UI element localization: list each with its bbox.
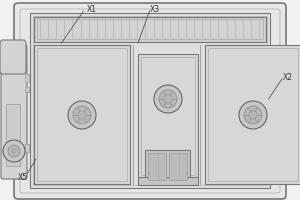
Circle shape bbox=[239, 101, 267, 129]
Bar bbox=[272, 147, 277, 155]
Bar bbox=[33, 17, 267, 185]
FancyBboxPatch shape bbox=[0, 41, 26, 75]
FancyBboxPatch shape bbox=[14, 4, 286, 199]
FancyBboxPatch shape bbox=[1, 46, 27, 179]
Circle shape bbox=[154, 86, 182, 113]
Circle shape bbox=[73, 106, 91, 124]
Bar bbox=[169, 153, 187, 180]
Bar bbox=[272, 95, 277, 100]
FancyBboxPatch shape bbox=[274, 81, 298, 139]
Bar bbox=[148, 153, 166, 180]
Bar bbox=[141, 58, 195, 175]
Text: X1: X1 bbox=[86, 5, 97, 14]
Text: X3: X3 bbox=[149, 5, 160, 14]
Bar bbox=[37, 49, 127, 181]
Circle shape bbox=[8, 145, 20, 157]
Circle shape bbox=[68, 101, 96, 129]
Bar bbox=[145, 150, 190, 182]
Bar bbox=[37, 20, 263, 40]
Bar bbox=[208, 49, 298, 181]
Text: X5: X5 bbox=[17, 173, 28, 182]
Text: X2: X2 bbox=[283, 73, 293, 82]
Bar bbox=[25, 75, 29, 83]
Bar bbox=[138, 55, 198, 179]
Bar bbox=[34, 46, 130, 184]
Bar bbox=[30, 14, 270, 188]
Bar bbox=[272, 80, 277, 88]
Circle shape bbox=[244, 106, 262, 124]
Bar bbox=[25, 144, 29, 152]
Circle shape bbox=[3, 140, 25, 162]
Bar bbox=[205, 46, 300, 184]
Bar bbox=[6, 104, 20, 166]
Circle shape bbox=[159, 91, 177, 108]
Bar bbox=[25, 88, 29, 93]
Bar bbox=[34, 18, 266, 43]
Bar bbox=[138, 177, 198, 185]
